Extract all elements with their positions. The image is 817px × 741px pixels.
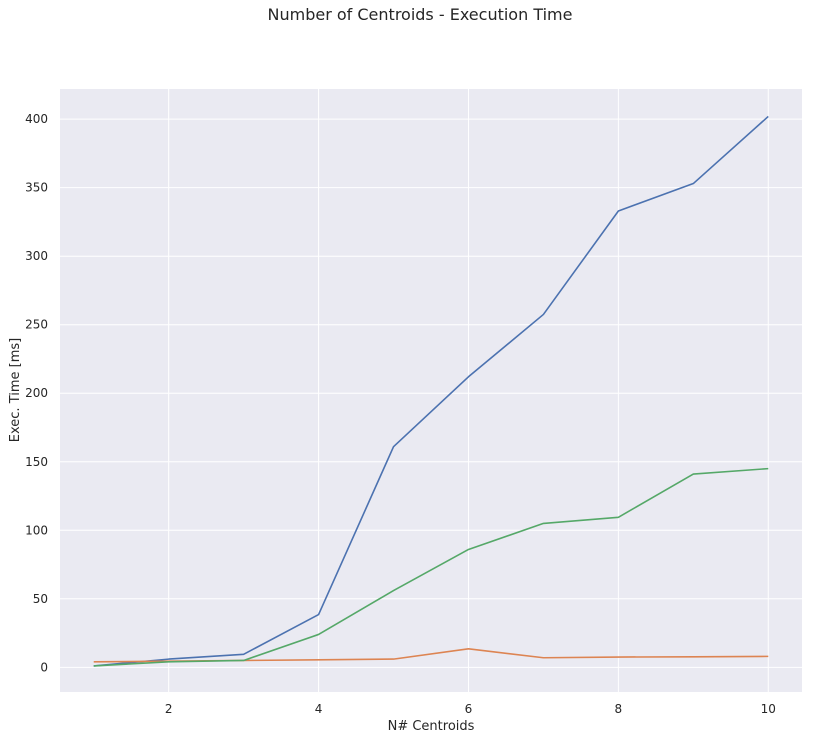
y-tick-label: 200 <box>25 386 48 400</box>
y-tick-label: 250 <box>25 318 48 332</box>
y-tick-label: 300 <box>25 249 48 263</box>
y-axis-label: Exec. Time [ms] <box>8 338 23 442</box>
x-tick-label: 10 <box>761 702 776 716</box>
y-tick-label: 150 <box>25 455 48 469</box>
x-tick-label: 6 <box>465 702 473 716</box>
x-tick-label: 8 <box>615 702 623 716</box>
x-tick-label: 2 <box>165 702 173 716</box>
chart-title: Number of Centroids - Execution Time <box>268 5 573 24</box>
y-tick-labels: 0 50 100 150 200 250 300 350 400 <box>25 112 48 674</box>
series-lines <box>93 115 769 667</box>
y-tick-label: 0 <box>40 660 48 674</box>
y-tick-label: 100 <box>25 523 48 537</box>
y-tick-label: 50 <box>33 592 48 606</box>
plot-area <box>60 89 802 692</box>
x-axis-label: N# Centroids <box>388 719 475 734</box>
y-tick-label: 350 <box>25 181 48 195</box>
grid <box>60 89 802 692</box>
y-tick-label: 400 <box>25 112 48 126</box>
series-line-3 <box>93 467 769 667</box>
x-tick-labels: 2 4 6 8 10 <box>165 702 776 716</box>
series-line-1 <box>93 115 769 667</box>
x-tick-label: 4 <box>315 702 323 716</box>
